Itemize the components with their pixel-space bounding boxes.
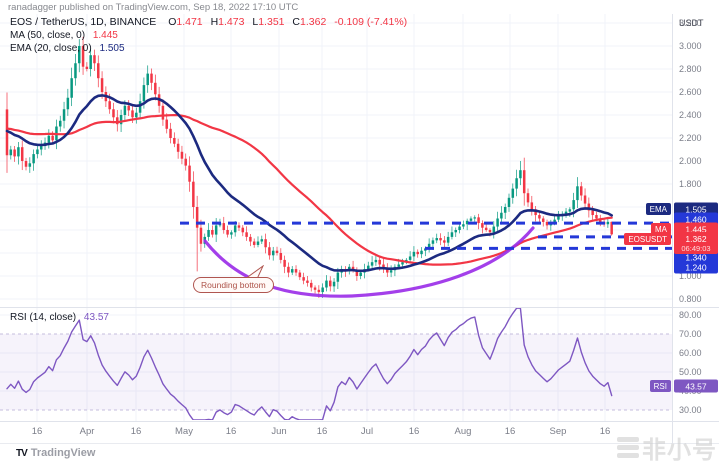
rsi-line — [6, 308, 613, 420]
rsi-value: 43.57 — [83, 312, 109, 323]
price-tick-1.800: 1.800 — [679, 179, 702, 189]
symbol-legend[interactable]: EOS / TetherUS, 1D, BINANCE O1.471 H1.47… — [10, 16, 407, 28]
time-tick-Jul: Jul — [360, 426, 374, 437]
low-label: L — [252, 16, 259, 28]
price-tick-2.000: 2.000 — [679, 156, 702, 166]
time-tick-16: 16 — [31, 426, 43, 437]
rsi-label: RSI (14, close) — [10, 312, 77, 323]
price-tick-2.600: 2.600 — [679, 87, 702, 97]
price-tick-2.200: 2.200 — [679, 133, 702, 143]
high-label: H — [210, 16, 219, 28]
time-tick-16: 16 — [130, 426, 142, 437]
rsi-plot — [6, 308, 613, 420]
time-axis-separator — [0, 421, 719, 422]
time-tick-16: 16 — [599, 426, 611, 437]
axis-badge-1.240: 1.240 — [674, 260, 718, 274]
axis-badge-1.460: 1.460 — [674, 212, 718, 226]
time-tick-16: 16 — [225, 426, 237, 437]
axis-badge-rsi: RSI — [649, 380, 671, 392]
high-value: 1.473 — [218, 16, 245, 28]
price-levels[interactable] — [180, 221, 672, 250]
axis-badge-eosusdt: EOSUSDT — [624, 233, 671, 245]
axis-badge-ma: MA — [651, 223, 671, 235]
axis-badge-ema: EMA — [645, 203, 671, 215]
rounding-bottom-callout[interactable]: Rounding bottom — [193, 277, 274, 293]
time-tick-Jun: Jun — [271, 426, 287, 437]
close-value: 1.362 — [300, 16, 327, 28]
moving-averages — [5, 94, 613, 273]
price-tick-3.000: 3.000 — [679, 41, 702, 51]
rsi-tick-50.00: 50.00 — [679, 367, 702, 377]
symbol-title: EOS / TetherUS, 1D, BINANCE — [10, 16, 157, 28]
ema-legend[interactable]: EMA (20, close, 0) 1.505 — [10, 43, 125, 54]
candles — [5, 36, 613, 298]
attribution-text: ranadagger published on TradingView.com,… — [8, 2, 299, 13]
bottom-bar — [0, 443, 719, 464]
open-label: O — [168, 16, 177, 28]
price-tick-2.400: 2.400 — [679, 110, 702, 120]
rounding-bottom-curve[interactable] — [203, 226, 535, 298]
low-value: 1.351 — [258, 16, 285, 28]
last-price: 1.362 — [685, 233, 707, 244]
axis-badge-43.57: 43.57 — [674, 379, 718, 393]
axis-badge-1.505: 1.505 — [674, 202, 718, 216]
axis-badge-last-price: 1.362 06:49:03 — [674, 232, 718, 254]
rsi-tick-80.00: 80.00 — [679, 310, 702, 320]
price-tick-2.800: 2.800 — [679, 64, 702, 74]
price-tick-0.800: 0.800 — [679, 294, 702, 304]
rsi-tick-60.00: 60.00 — [679, 348, 702, 358]
close-label: C — [292, 16, 301, 28]
tradingview-logo[interactable]: TV TradingView — [16, 447, 95, 459]
rsi-tick-30.00: 30.00 — [679, 405, 702, 415]
time-tick-Apr: Apr — [79, 426, 95, 437]
time-tick-16: 16 — [408, 426, 420, 437]
ma-label: MA (50, close, 0) — [10, 29, 86, 41]
ema-label: EMA (20, close, 0) — [10, 42, 92, 54]
rsi-band — [0, 333, 672, 411]
time-tick-16: 16 — [316, 426, 328, 437]
rsi-tick-70.00: 70.00 — [679, 329, 702, 339]
tradingview-glyph-icon: TV — [16, 447, 28, 459]
time-tick-Aug: Aug — [454, 426, 472, 437]
rsi-legend[interactable]: RSI (14, close) 43.57 — [10, 312, 109, 323]
time-tick-Sep: Sep — [549, 426, 567, 437]
price-tick-3.200: 3.200 — [679, 18, 702, 28]
price-tick-1.000: 1.000 — [679, 271, 702, 281]
ma-legend[interactable]: MA (50, close, 0) 1.445 — [10, 30, 118, 41]
open-value: 1.471 — [176, 16, 203, 28]
axis-currency-label: USDT — [679, 18, 704, 28]
time-tick-16: 16 — [504, 426, 516, 437]
ma-value: 1.445 — [92, 29, 118, 41]
pane-separator[interactable] — [0, 307, 719, 308]
time-tick-May: May — [175, 426, 193, 437]
bar-countdown: 06:49:03 — [681, 243, 711, 253]
tradingview-name: TradingView — [30, 447, 96, 459]
ema-value: 1.505 — [99, 42, 125, 54]
ema20-line — [5, 94, 613, 273]
change-value: -0.109 (-7.41%) — [334, 16, 408, 28]
